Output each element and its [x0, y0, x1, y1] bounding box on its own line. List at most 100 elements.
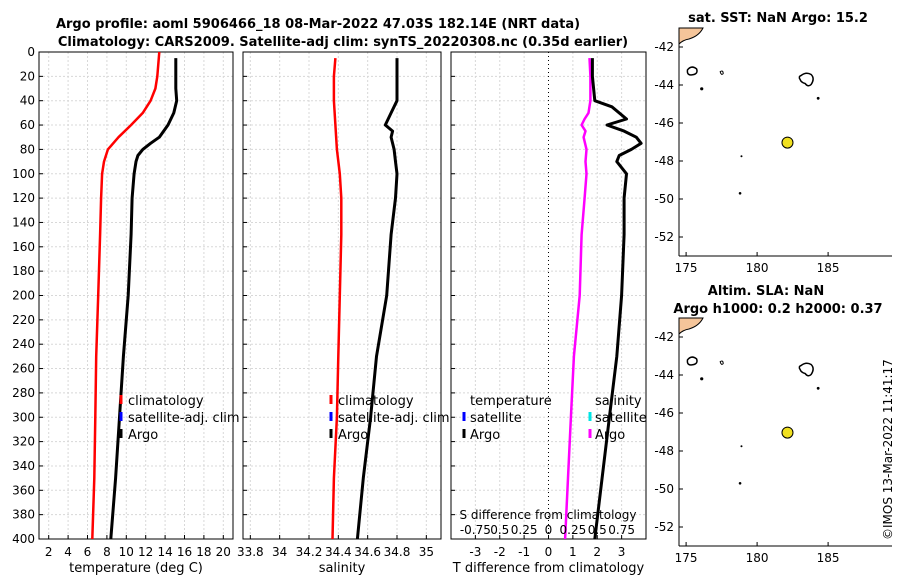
contour-dot — [738, 192, 742, 195]
y-tick-label: -46 — [654, 116, 674, 130]
x-tick-label: -3 — [469, 545, 481, 559]
x-tick-label: 34.8 — [384, 545, 411, 559]
x-tick-label: 2 — [593, 545, 601, 559]
argo-float-marker — [781, 136, 794, 149]
y-tick-label: -44 — [654, 78, 674, 92]
contour-island — [798, 362, 814, 377]
contour-dot — [740, 155, 743, 158]
contour-dot — [816, 386, 820, 390]
y-tick-label: 60 — [20, 118, 35, 132]
imos-watermark: ©IMOS 13-Mar-2022 11:41:17 — [881, 359, 895, 540]
salinity-panel: 33.8 34 34.2 34.4 34.6 34.8 35 salinity climatol… — [237, 51, 450, 576]
sla-map-panel: Altim. SLA: NaN Argo h1000: 0.2 h2000: 0.… — [654, 284, 892, 565]
x-tick-label: 175 — [675, 551, 698, 565]
y-tick-label: -50 — [654, 192, 674, 206]
x-tick-label: 180 — [746, 261, 769, 275]
argo-line — [355, 58, 399, 540]
x-tick-label: 175 — [675, 261, 698, 275]
x-tick-label: 33.8 — [237, 545, 264, 559]
y-tick-label: 260 — [12, 362, 35, 376]
temperature-panel: 2 4 6 8 10 12 14 16 18 20020406080100120140160180… — [12, 45, 240, 576]
y-tick-label: 120 — [12, 191, 35, 205]
x-tick-label: 16 — [177, 545, 192, 559]
x-tick-label: 10 — [119, 545, 134, 559]
sst-map-title: sat. SST: NaN Argo: 15.2 — [688, 11, 868, 26]
contour-dot — [700, 87, 704, 91]
y-tick-label: 140 — [12, 215, 35, 229]
sla-map-title-line2: Argo h1000: 0.2 h2000: 0.37 — [673, 302, 882, 317]
y-tick-label: 300 — [12, 410, 35, 424]
x-tick-label: 20 — [216, 545, 231, 559]
y-tick-label: 20 — [20, 69, 35, 83]
s-difference-axis-label: S difference from climatology — [460, 508, 637, 522]
s-difference-tick-label: 0.5 — [490, 523, 509, 537]
legend-label: Argo — [128, 428, 158, 443]
s-difference-tick-label: 0.25 — [511, 523, 538, 537]
x-tick-label: 34.2 — [296, 545, 323, 559]
y-tick-label: 340 — [12, 459, 35, 473]
argo-line — [109, 58, 179, 540]
t-difference-argo-line — [590, 58, 643, 540]
y-tick-label: 0 — [27, 45, 35, 59]
x-tick-label: 4 — [64, 545, 72, 559]
y-tick-label: 240 — [12, 337, 35, 351]
climatology-line — [331, 57, 343, 540]
x-tick-label: 14 — [157, 545, 172, 559]
s-difference-argo-line — [563, 58, 592, 540]
y-tick-label: 380 — [12, 508, 35, 522]
figure-title-line1: Argo profile: aoml 5906466_18 08-Mar-202… — [56, 17, 580, 32]
land-patch — [678, 27, 704, 46]
figure-title-line2: Climatology: CARS2009. Satellite-adj cli… — [58, 35, 628, 50]
contour-island — [719, 360, 724, 365]
y-tick-label: 400 — [12, 532, 35, 546]
x-tick-label: -2 — [494, 545, 506, 559]
s-difference-tick-label: -0.75 — [460, 523, 491, 537]
y-tick-label: -48 — [654, 154, 674, 168]
s-difference-tick-label: 0.75 — [608, 523, 635, 537]
contour-dot — [816, 96, 820, 100]
y-tick-label: -42 — [654, 40, 674, 54]
contour-dot — [700, 377, 704, 381]
legend-temperature-title: temperature — [470, 394, 552, 409]
sla-map-title-line1: Altim. SLA: NaN — [708, 284, 824, 299]
s-difference-tick-label: 0 — [545, 523, 553, 537]
difference-panel: -3 -2 -1 0 1 2 3 T difference from climatology S… — [450, 51, 647, 576]
legend-label: climatology — [338, 394, 414, 409]
x-tick-label: 185 — [817, 261, 840, 275]
contour-island — [719, 70, 724, 75]
contour-dot — [740, 445, 743, 448]
x-axis-label: T difference from climatology — [452, 561, 645, 576]
y-tick-label: 320 — [12, 435, 35, 449]
legend-salinity-title: salinity — [595, 394, 642, 409]
x-tick-label: -1 — [518, 545, 530, 559]
x-tick-label: 1 — [569, 545, 577, 559]
x-tick-label: 3 — [618, 545, 626, 559]
s-difference-tick-label: 0.25 — [560, 523, 587, 537]
climatology-line — [91, 51, 161, 540]
y-tick-label: 80 — [20, 142, 35, 156]
y-tick-label: 100 — [12, 167, 35, 181]
y-tick-label: -52 — [654, 520, 674, 534]
x-tick-label: 185 — [817, 551, 840, 565]
x-tick-label: 12 — [138, 545, 153, 559]
y-tick-label: 180 — [12, 264, 35, 278]
y-tick-label: 360 — [12, 483, 35, 497]
legend-label: Argo — [338, 428, 368, 443]
y-tick-label: -44 — [654, 368, 674, 382]
x-tick-label: 180 — [746, 551, 769, 565]
y-tick-label: 280 — [12, 386, 35, 400]
y-tick-label: 160 — [12, 240, 35, 254]
y-tick-label: 40 — [20, 94, 35, 108]
x-tick-label: 2 — [45, 545, 53, 559]
x-tick-label: 34 — [272, 545, 287, 559]
legend-label: satellite — [470, 411, 522, 426]
sst-map-panel: sat. SST: NaN Argo: 15.2 -52 -50 -48 -46 -44 -… — [654, 11, 892, 275]
y-tick-label: 200 — [12, 289, 35, 303]
y-tick-label: -48 — [654, 444, 674, 458]
legend-label: Argo — [595, 428, 625, 443]
s-difference-tick-label: 0.5 — [588, 523, 607, 537]
contour-dot — [738, 482, 742, 485]
x-axis-label: temperature (deg C) — [69, 561, 203, 576]
contour-island — [686, 356, 698, 366]
x-axis-label: salinity — [319, 561, 366, 576]
